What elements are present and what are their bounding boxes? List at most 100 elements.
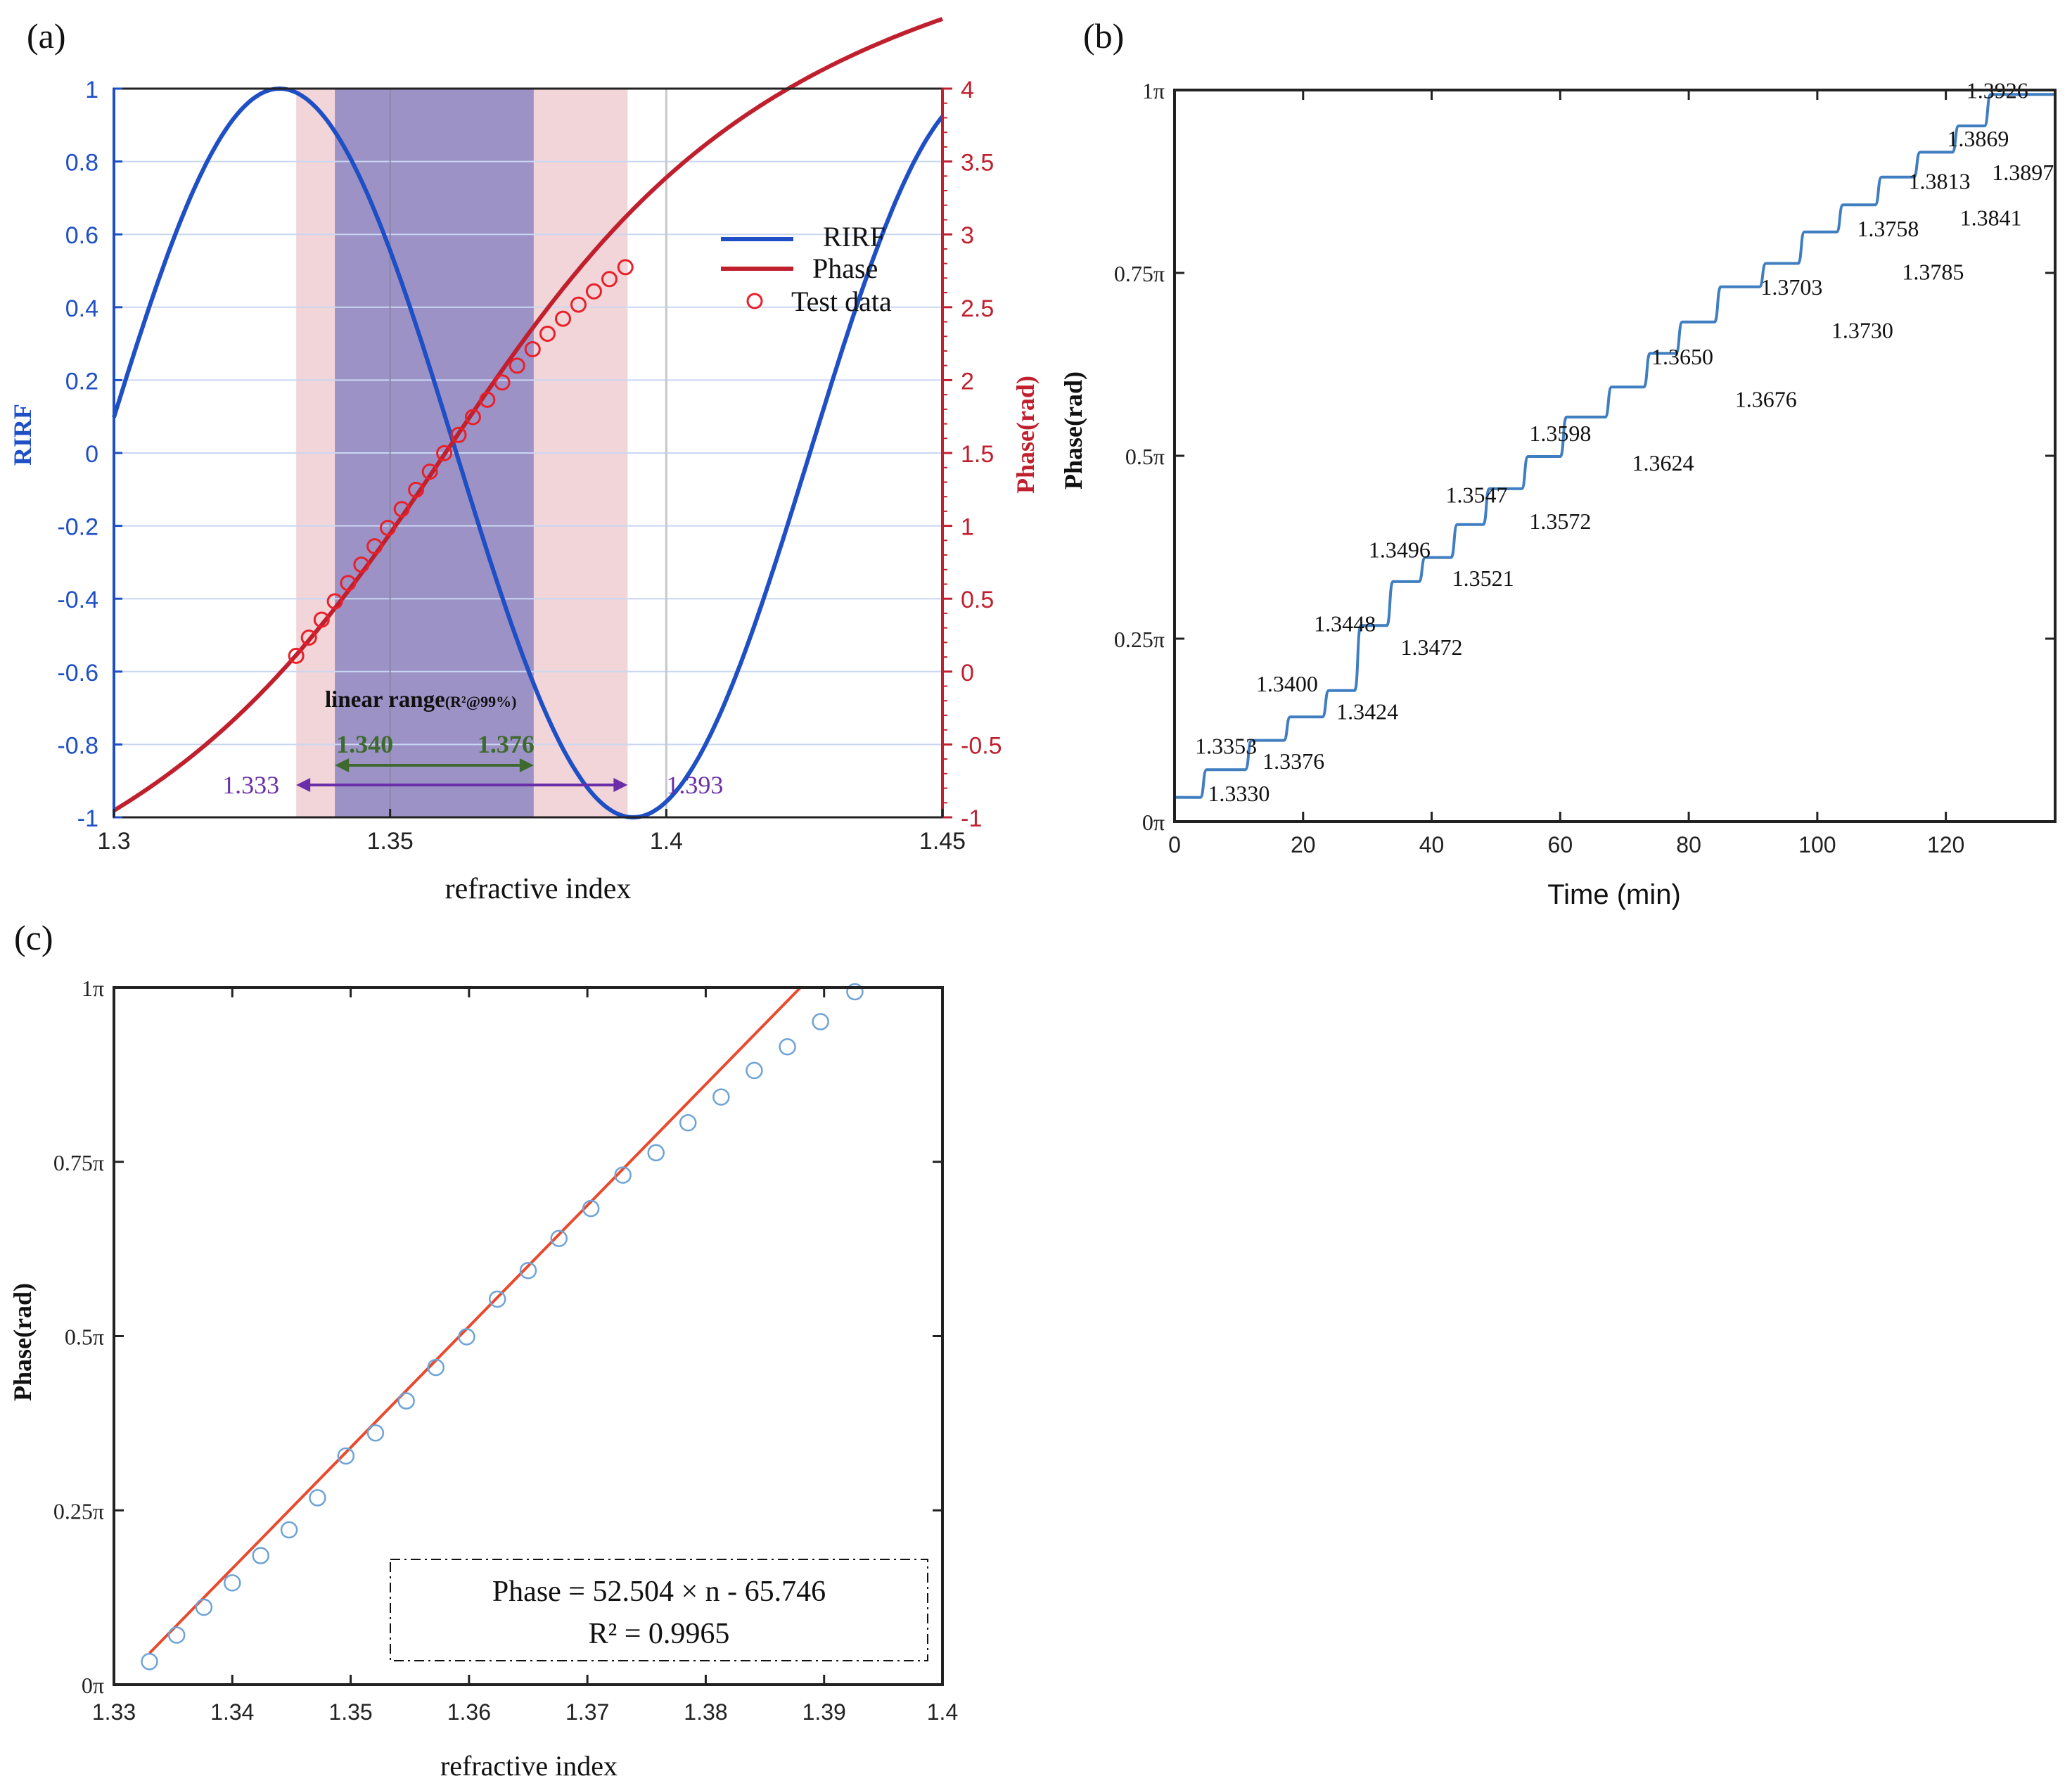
c-data-point-5 [280, 1521, 298, 1539]
c-x-axis-label: refractive index [440, 1750, 618, 1782]
a-test-point-4 [340, 575, 357, 592]
a-outer-arrow-head-left [296, 778, 311, 792]
c-y-tick-label-3: 0.75π [53, 1150, 104, 1175]
a-outer-low-label: 1.333 [222, 771, 279, 799]
c-data-point-19 [712, 1088, 730, 1106]
a-linear-range-title: linear range(R²@99%) [325, 687, 516, 713]
a-test-point-20 [570, 296, 587, 313]
a-legend: RIRF Phase Test data [721, 221, 892, 317]
a-test-point-8 [393, 501, 410, 518]
a-test-point-14 [479, 391, 496, 408]
a-left-tick-label-7: -0.4 [57, 587, 98, 613]
c-data-point-6 [309, 1489, 326, 1507]
b-step-label-4: 1.3424 [1336, 698, 1398, 724]
a-x-tick-label-1: 1.35 [367, 828, 414, 855]
c-data-point-3 [224, 1574, 241, 1592]
b-phase-step-trace [1174, 93, 2056, 799]
a-test-point-6 [366, 538, 383, 555]
c-axis-ticks: 0π 0.25π 0.5π 0.75π 1π 1.33 1.34 1.35 1.36 1.37 1.… [53, 976, 958, 1725]
b-step-label-18: 1.3785 [1902, 259, 1964, 284]
c-y-tick-label-4: 1π [82, 976, 104, 1001]
c-x-tick-label-5: 1.38 [684, 1699, 727, 1725]
a-test-data-points [288, 259, 634, 664]
c-data-point-2 [195, 1598, 213, 1616]
a-left-tick-label-4: 0.2 [65, 368, 98, 395]
b-step-label-8: 1.3521 [1452, 566, 1514, 591]
a-test-point-23 [617, 259, 634, 276]
a-right-tick-label-9: -0.5 [961, 732, 1002, 759]
a-test-point-11 [436, 445, 453, 461]
a-test-point-16 [509, 357, 525, 374]
b-step-label-0: 1.3353 [1195, 733, 1257, 758]
b-y-tick-label-0: 0π [1142, 810, 1165, 835]
b-y-tick-label-2: 0.5π [1125, 444, 1165, 469]
a-test-point-1 [300, 630, 317, 646]
a-test-point-9 [408, 481, 425, 498]
c-r-squared: R² = 0.9965 [589, 1618, 730, 1650]
a-test-point-3 [326, 593, 343, 610]
a-left-tick-label-6: -0.2 [57, 514, 98, 541]
c-data-point-4 [252, 1547, 269, 1564]
c-data-point-15 [582, 1199, 600, 1218]
a-x-tick-label-2: 1.4 [650, 828, 683, 855]
panel-label-c: (c) [14, 918, 53, 957]
a-x-tick-label-0: 1.3 [97, 828, 130, 855]
a-left-tick-label-3: 0.4 [65, 295, 98, 322]
c-data-point-18 [679, 1114, 697, 1132]
panel-label-b: (b) [1083, 16, 1124, 56]
b-step-labels: 1.3353 1.3330 1.3376 1.3400 1.3424 1.3448 1.34… [1195, 77, 2054, 805]
b-step-label-7: 1.3496 [1369, 537, 1431, 563]
c-data-point-17 [647, 1144, 665, 1162]
a-left-tick-label-1: 0.8 [65, 150, 98, 177]
a-right-tick-label-6: 1 [961, 514, 974, 541]
b-step-label-16: 1.3730 [1831, 318, 1893, 343]
a-left-tick-label-5: 0 [85, 441, 98, 468]
panel-label-a: (a) [27, 16, 66, 56]
c-equation-box [390, 1559, 928, 1661]
a-test-point-2 [313, 611, 330, 628]
legend-rirf-label: RIRF [823, 221, 885, 253]
a-linear-range-subtitle: (R²@99%) [445, 693, 517, 710]
c-data-point-14 [550, 1230, 568, 1248]
a-x-tick-label-3: 1.45 [919, 828, 966, 855]
c-x-tick-label-1: 1.34 [210, 1699, 254, 1725]
a-outer-arrow-head-right [613, 778, 628, 792]
b-x-tick-label-2: 40 [1419, 832, 1445, 857]
a-linear-range-main: linear range [325, 687, 445, 713]
c-y-tick-label-0: 0π [82, 1673, 104, 1698]
c-fit-line [148, 986, 802, 1654]
c-x-tick-label-3: 1.36 [447, 1699, 491, 1725]
b-x-tick-label-4: 80 [1676, 832, 1701, 857]
b-step-label-21: 1.3869 [1947, 126, 2009, 151]
a-right-tick-label-1: 3.5 [961, 150, 994, 177]
b-x-tick-label-6: 120 [1927, 832, 1964, 857]
c-data-point-22 [812, 1013, 829, 1030]
c-equation-line: Phase = 52.504 × n - 65.746 [492, 1576, 826, 1608]
b-step-label-9: 1.3547 [1446, 483, 1508, 508]
legend-test-data-swatch [746, 293, 763, 309]
b-y-tick-label-4: 1π [1142, 78, 1165, 103]
b-step-label-13: 1.3650 [1651, 344, 1713, 369]
a-right-axis-label: Phase(rad) [1011, 376, 1040, 494]
b-step-label-5: 1.3448 [1314, 611, 1376, 637]
a-range-arrows [296, 758, 628, 792]
b-step-label-22: 1.3897 [1992, 160, 2054, 185]
a-inner-arrow-head-left [335, 758, 350, 772]
a-phase-curve [113, 17, 944, 812]
b-step-label-12: 1.3624 [1632, 450, 1694, 475]
c-x-tick-label-7: 1.4 [927, 1699, 958, 1725]
b-step-label-2: 1.3376 [1262, 748, 1324, 774]
b-axis-ticks: 0π 0.25π 0.5π 0.75π 1π 0 20 40 60 80 100 120 [1114, 78, 2055, 857]
a-test-point-10 [421, 464, 438, 480]
a-test-point-7 [380, 520, 397, 537]
a-inner-low-label: 1.340 [336, 730, 393, 758]
a-test-point-0 [288, 647, 305, 664]
panel-c-chart: 0π 0.25π 0.5π 0.75π 1π 1.33 1.34 1.35 1.36 1.37 1.… [8, 976, 958, 1782]
a-test-point-21 [585, 283, 602, 300]
a-left-tick-label-10: -1 [77, 805, 98, 832]
b-step-label-19: 1.3813 [1909, 168, 1971, 193]
c-data-point-1 [167, 1626, 186, 1644]
b-y-tick-label-1: 0.25π [1114, 627, 1165, 652]
panel-b-chart: 1.3353 1.3330 1.3376 1.3400 1.3424 1.3448 1.34… [1059, 77, 2057, 910]
